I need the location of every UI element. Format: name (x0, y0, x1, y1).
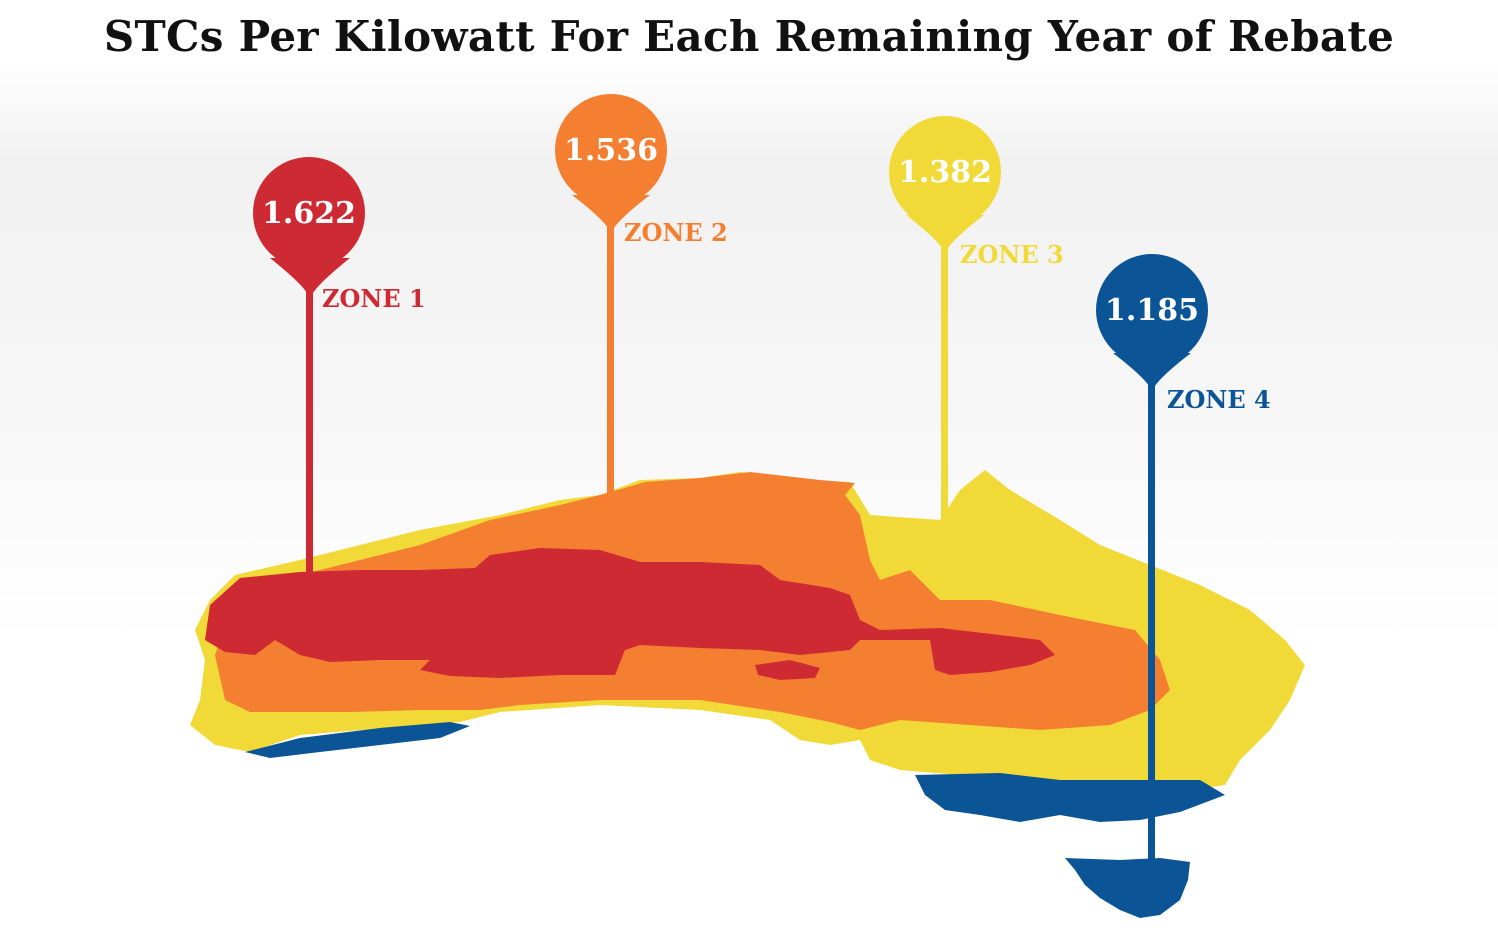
zone-1-region-east-patch (755, 660, 820, 680)
zone-4-label: ZONE 4 (1167, 385, 1271, 414)
zone-3-label: ZONE 3 (960, 240, 1064, 269)
zone-1-value-bubble: 1.622 (253, 157, 365, 269)
zone-4-region-southeast (915, 773, 1225, 822)
zone-4-value-bubble: 1.185 (1096, 254, 1208, 366)
zone-3-value-bubble: 1.382 (889, 116, 1001, 228)
zone-1-label: ZONE 1 (322, 284, 426, 313)
zone-4-region-southwest (245, 722, 470, 758)
zone-2-value-bubble: 1.536 (555, 94, 667, 206)
zone-2-label: ZONE 2 (624, 218, 728, 247)
zone-4-region-tasmania (1065, 858, 1190, 918)
page-title: STCs Per Kilowatt For Each Remaining Yea… (103, 12, 1395, 61)
zone-1-region (205, 548, 1055, 678)
